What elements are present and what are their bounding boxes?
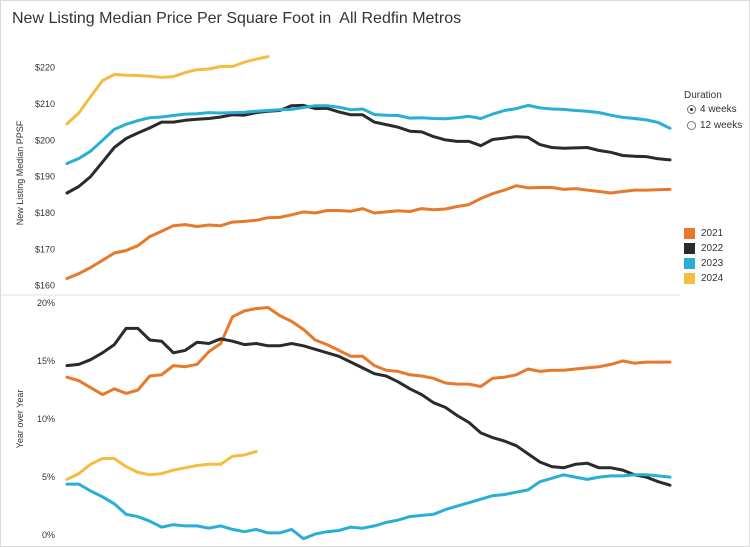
legend-swatch [684, 243, 695, 254]
y-tick-label: 20% [37, 298, 55, 308]
legend-label: 2024 [701, 273, 724, 284]
y-tick-label: 10% [37, 414, 55, 424]
y-tick-label: 0% [42, 530, 55, 540]
duration-title: Duration [684, 90, 722, 101]
y-axis-label: Year over Year [15, 390, 25, 449]
legend-swatch [684, 273, 695, 284]
chart-title: New Listing Median Price Per Square Foot… [12, 10, 462, 27]
y-tick-label: $170 [35, 244, 55, 254]
y-tick-label: 15% [37, 356, 55, 366]
legend-swatch [684, 258, 695, 269]
y-tick-label: $190 [35, 172, 55, 182]
y-axis-label: New Listing Median PPSF [15, 120, 25, 225]
legend-item-2021[interactable]: 2021 [684, 228, 723, 239]
y-tick-label: $220 [35, 63, 55, 73]
series-line-2023 [65, 103, 672, 165]
series-line-2024 [65, 450, 258, 481]
series-line-2021 [65, 184, 672, 280]
series-line-2022 [65, 326, 672, 487]
series-line-2022 [65, 103, 672, 195]
series-line-2024 [65, 55, 270, 126]
legend-swatch [684, 228, 695, 239]
radio-selected-icon [687, 105, 696, 114]
duration-option-label: 12 weeks [700, 120, 743, 131]
legend-item-2022[interactable]: 2022 [684, 243, 723, 254]
y-tick-label: $210 [35, 99, 55, 109]
radio-unselected-icon [687, 121, 696, 130]
series-line-2023 [65, 473, 672, 541]
series-line-2021 [65, 306, 672, 397]
legend-label: 2023 [701, 258, 724, 269]
legend-item-2024[interactable]: 2024 [684, 273, 723, 284]
y-tick-label: $200 [35, 135, 55, 145]
duration-option-label: 4 weeks [700, 104, 737, 115]
legend-label: 2022 [701, 243, 724, 254]
y-tick-label: $160 [35, 281, 55, 291]
legend-item-2023[interactable]: 2023 [684, 258, 723, 269]
legend-label: 2021 [701, 228, 724, 239]
duration-option-4-weeks[interactable]: 4 weeks [687, 104, 737, 115]
y-tick-label: $180 [35, 208, 55, 218]
y-tick-label: 5% [42, 472, 55, 482]
duration-option-12-weeks[interactable]: 12 weeks [687, 120, 742, 131]
